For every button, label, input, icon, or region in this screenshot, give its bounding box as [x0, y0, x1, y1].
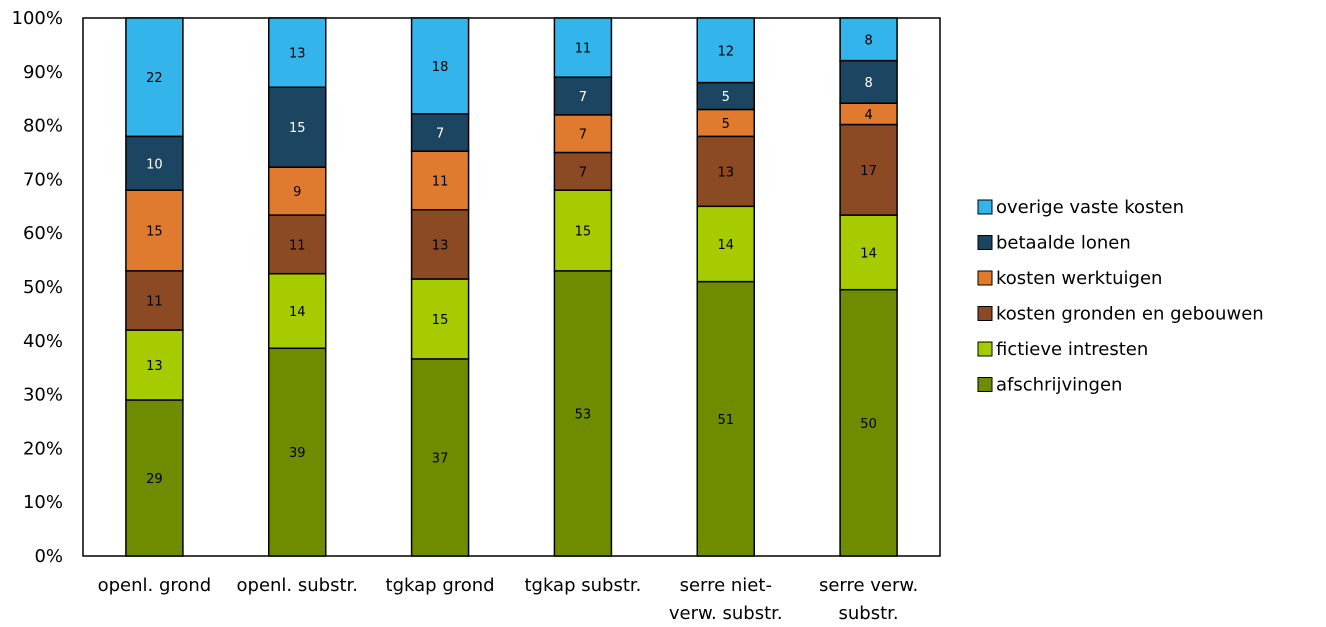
legend-swatch [977, 306, 993, 321]
y-tick-label: 30% [23, 385, 63, 406]
y-tick-label: 20% [23, 438, 63, 459]
legend-swatch [977, 235, 993, 250]
data-label: 5 [722, 117, 730, 132]
data-label: 10 [146, 157, 163, 172]
bar-segment [410, 17, 470, 115]
data-label: 17 [860, 164, 877, 179]
data-label: 15 [289, 121, 306, 136]
bar-segment [839, 288, 898, 557]
bar-segment [268, 86, 327, 168]
bar-segment [268, 166, 327, 216]
data-label: 14 [717, 238, 734, 253]
data-label: 13 [432, 238, 449, 253]
data-label: 11 [146, 294, 163, 309]
data-label: 7 [579, 128, 587, 143]
data-label: 13 [717, 165, 734, 180]
data-label: 7 [579, 165, 587, 180]
y-tick-label: 0% [34, 546, 63, 567]
bar-segment [410, 278, 470, 360]
legend-label: fictieve intresten [996, 339, 1148, 360]
y-tick-label: 50% [23, 277, 63, 298]
x-axis: openl. grond openl. substr. tgkap grond tgk… [98, 575, 919, 624]
bar-segment [696, 81, 755, 111]
data-label: 39 [289, 446, 306, 461]
data-label: 37 [432, 451, 449, 466]
data-label: 8 [864, 33, 872, 48]
plot-area [82, 17, 941, 557]
bar-segment [553, 189, 613, 272]
bar-segment [553, 17, 613, 78]
data-label: 14 [289, 305, 306, 320]
legend: overige vaste kosten betaalde lonen kosten… [977, 197, 1264, 396]
legend-swatch [977, 199, 993, 215]
data-label: 11 [289, 238, 306, 253]
bar-segment [125, 399, 184, 557]
bar-segment [410, 113, 470, 152]
x-category-label: openl. grond [98, 575, 212, 596]
legend-swatch [977, 270, 993, 286]
data-label: 14 [860, 246, 877, 261]
data-label: 7 [436, 127, 444, 142]
data-label: 7 [579, 90, 587, 105]
legend-label: kosten gronden en gebouwen [996, 304, 1264, 325]
y-axis: 0% 10% 20% 30% 40% 50% 60% 70% 80% 90% 100% [12, 8, 63, 567]
bar-segment [839, 214, 898, 291]
data-label: 53 [575, 407, 592, 422]
bar-segment [553, 270, 613, 557]
bar-segment [268, 214, 327, 275]
legend-label: afschrijvingen [996, 375, 1122, 396]
data-label: 22 [146, 71, 163, 86]
data-label: 12 [717, 44, 734, 59]
data-label: 29 [146, 472, 163, 487]
bar-segment [410, 150, 470, 211]
bar-segment [696, 17, 755, 84]
bar-segment [553, 76, 613, 116]
data-label: 13 [289, 47, 306, 62]
x-category-label: serre verw. substr. [819, 575, 918, 624]
y-tick-label: 60% [23, 223, 63, 244]
bar-segment [696, 108, 755, 138]
x-category-label: tgkap substr. [524, 575, 641, 596]
y-tick-label: 10% [23, 492, 63, 513]
y-tick-label: 100% [12, 8, 63, 29]
legend-label: overige vaste kosten [996, 197, 1184, 218]
data-label: 18 [432, 60, 449, 75]
data-label: 15 [575, 225, 592, 240]
bar-segment [125, 270, 184, 331]
bar-segment [410, 209, 470, 280]
bar-segment [125, 135, 184, 191]
y-tick-label: 40% [23, 331, 63, 352]
bar-segment [125, 329, 184, 401]
x-category-label: tgkap grond [386, 575, 495, 596]
data-label: 50 [860, 417, 877, 432]
legend-swatch [977, 341, 993, 357]
data-label: 8 [864, 76, 872, 91]
x-category-label: openl. substr. [237, 575, 358, 596]
bar-segment [268, 347, 327, 557]
data-label: 5 [722, 90, 730, 105]
data-label: 11 [575, 42, 592, 57]
x-category-label: serre niet-verw. substr. [669, 575, 783, 624]
data-label: 15 [146, 225, 163, 240]
data-label: 4 [864, 108, 872, 123]
data-label: 13 [146, 359, 163, 374]
legend-label: betaalde lonen [996, 233, 1131, 254]
bar-segment [125, 17, 184, 138]
data-label: 9 [293, 185, 301, 200]
data-label: 15 [432, 313, 449, 328]
y-tick-label: 80% [23, 116, 63, 137]
bar-segment [696, 135, 755, 208]
data-label: 51 [717, 413, 734, 428]
bars: 29 13 11 15 10 22 39 14 11 9 15 13 37 15 13 11 7 18 53 15 7 7… [125, 17, 898, 557]
bar-segment [268, 17, 327, 88]
legend-swatch [977, 377, 993, 392]
bar-segment [839, 17, 898, 62]
legend-label: kosten werktuigen [996, 268, 1162, 289]
y-tick-label: 90% [23, 62, 63, 83]
y-tick-label: 70% [23, 169, 63, 190]
data-label: 11 [432, 174, 449, 189]
bar-segment [696, 280, 755, 557]
